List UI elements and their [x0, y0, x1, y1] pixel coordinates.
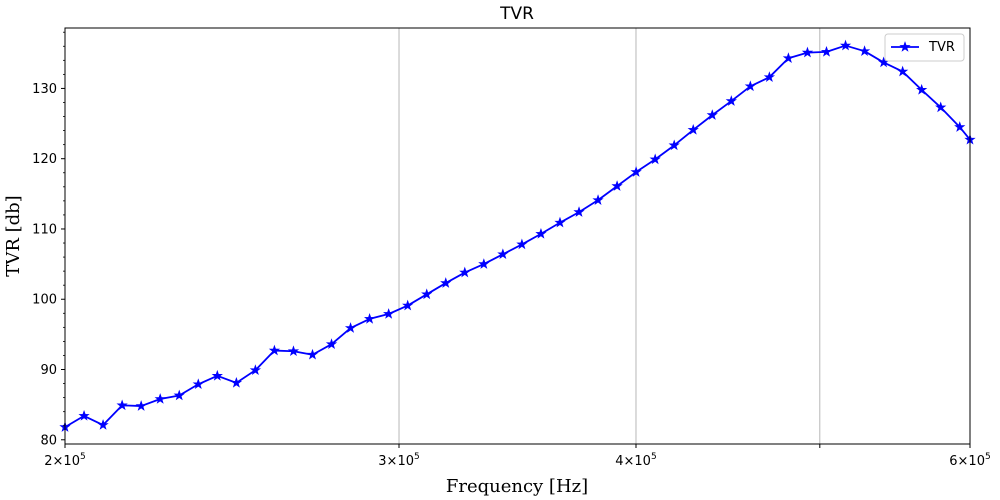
- data-point: [325, 338, 338, 349]
- data-point: [554, 216, 566, 228]
- grid-layer: [398, 28, 821, 444]
- data-point: [135, 400, 147, 411]
- y-axis: 80 90 100 110 120 130: [32, 31, 65, 448]
- data-point: [858, 45, 871, 56]
- data-point: [535, 227, 547, 239]
- y-axis-label: TVR [db]: [3, 195, 24, 276]
- data-point: [478, 258, 490, 269]
- data-point: [706, 109, 718, 120]
- data-point: [782, 52, 795, 63]
- y-tick-label: 90: [40, 363, 57, 378]
- chart-title: TVR: [499, 4, 534, 24]
- legend-box: [884, 33, 965, 62]
- data-point: [916, 83, 928, 95]
- plot-frame: [64, 27, 971, 445]
- data-point: [630, 166, 642, 177]
- data-point: [801, 46, 814, 58]
- data-point: [363, 313, 376, 324]
- x-axis: 2×105 3×105 4×105 6×105: [44, 444, 991, 469]
- plot-area: [65, 28, 970, 444]
- data-point: [897, 65, 909, 77]
- legend-star-marker: [899, 41, 911, 52]
- data-point: [573, 206, 585, 217]
- x-tick-label: 4×105: [615, 452, 656, 469]
- data-point: [97, 419, 109, 430]
- data-point: [516, 238, 528, 250]
- data-point: [954, 121, 966, 132]
- data-point: [154, 393, 166, 404]
- data-point: [306, 348, 319, 360]
- data-point: [649, 153, 661, 165]
- data-point: [287, 345, 300, 357]
- y-tick-label: 100: [32, 293, 57, 308]
- data-point: [668, 139, 680, 151]
- data-point: [211, 369, 223, 381]
- data-point: [344, 322, 357, 333]
- data-point: [383, 308, 395, 319]
- data-point: [497, 248, 509, 260]
- x-tick-label: 3×105: [378, 452, 419, 469]
- legend: TVR: [884, 33, 965, 62]
- legend-label: TVR: [928, 40, 955, 55]
- data-point: [820, 45, 833, 57]
- data-point: [402, 299, 414, 311]
- series-layer: [59, 39, 976, 432]
- data-point: [935, 101, 947, 113]
- data-point: [268, 344, 281, 356]
- data-point: [725, 95, 737, 106]
- y-tick-label: 80: [40, 433, 57, 448]
- data-point: [687, 123, 699, 135]
- data-point: [744, 80, 756, 92]
- y-tick-label: 120: [32, 152, 57, 167]
- data-point: [421, 288, 433, 300]
- y-tick-label: 110: [32, 222, 57, 237]
- data-point: [78, 409, 90, 421]
- data-point: [592, 194, 604, 205]
- data-point: [249, 364, 262, 375]
- data-point: [459, 266, 471, 278]
- data-point: [763, 71, 776, 82]
- data-point: [611, 180, 623, 191]
- data-point: [192, 378, 204, 390]
- data-point: [173, 389, 185, 401]
- y-tick-label: 130: [32, 82, 57, 97]
- legend-marker: [899, 41, 911, 52]
- data-point: [230, 376, 242, 388]
- x-tick-label: 6×105: [949, 452, 990, 469]
- data-point: [440, 277, 452, 288]
- data-point: [116, 399, 128, 411]
- data-point: [839, 39, 852, 51]
- x-tick-label: 2×105: [44, 452, 85, 469]
- x-axis-label: Frequency [Hz]: [446, 476, 588, 497]
